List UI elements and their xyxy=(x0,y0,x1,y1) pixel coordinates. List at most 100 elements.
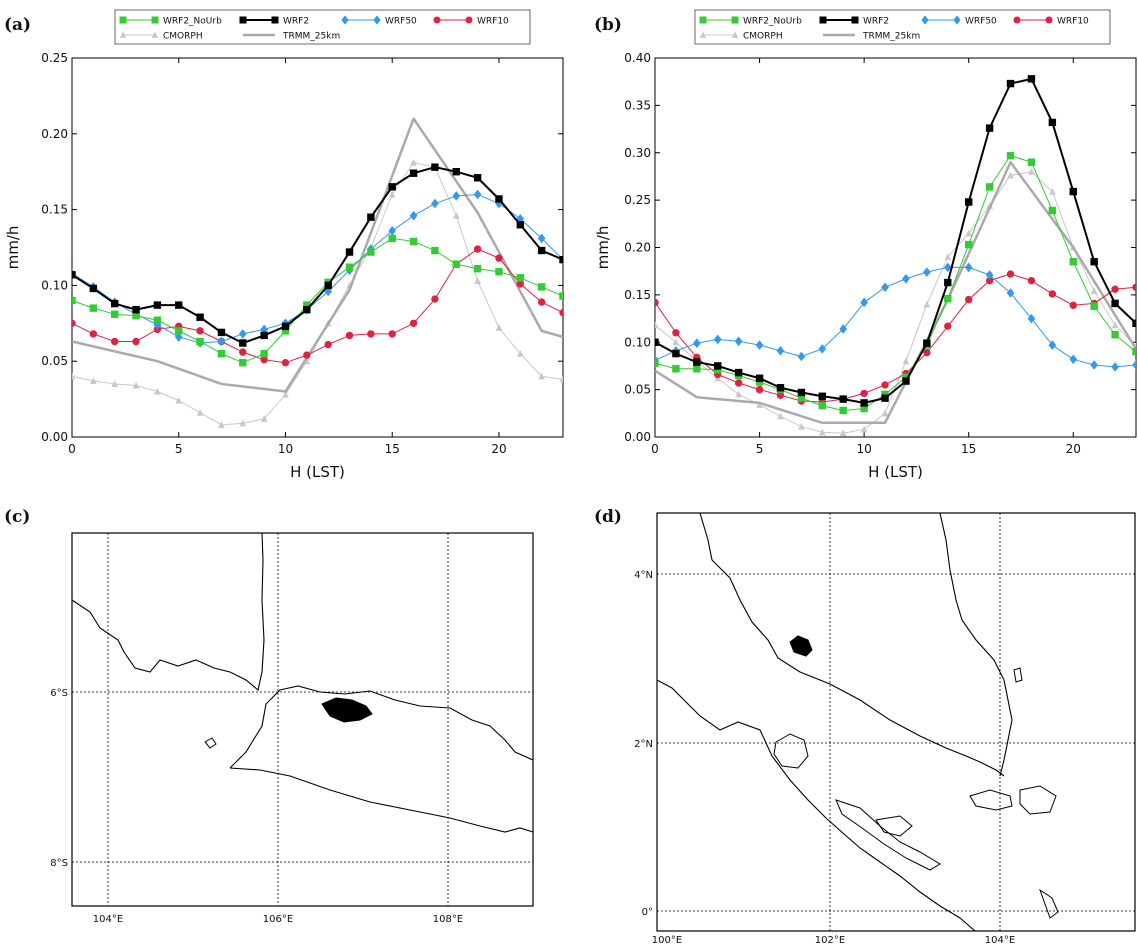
data-point-wrf50 xyxy=(238,329,247,339)
map-c-island xyxy=(204,737,217,749)
data-point-wrf2-nourb xyxy=(239,359,247,367)
data-point-wrf10 xyxy=(196,327,204,335)
map-d-island xyxy=(875,815,913,837)
data-point-wrf2 xyxy=(655,338,659,346)
data-point-wrf50 xyxy=(713,334,722,345)
data-point-wrf10 xyxy=(516,280,525,288)
data-point-wrf50 xyxy=(839,324,848,334)
data-point-wrf2-nourb xyxy=(985,183,994,191)
data-point-wrf50 xyxy=(217,336,226,347)
legend-marker-wrf2-nourb xyxy=(731,16,739,24)
map-d-coast-peninsula-east xyxy=(939,512,1013,777)
data-point-wrf2 xyxy=(1132,319,1136,328)
data-point-wrf10 xyxy=(655,298,659,307)
data-point-wrf50 xyxy=(1048,340,1057,350)
data-point-cmorph xyxy=(196,409,204,416)
data-point-wrf10 xyxy=(409,319,418,327)
data-point-wrf2-nourb xyxy=(217,349,226,358)
data-point-wrf2 xyxy=(818,392,827,400)
map-d-island xyxy=(835,799,941,871)
x-tick-label: 0 xyxy=(68,442,76,456)
data-point-wrf2-nourb xyxy=(72,296,76,305)
y-tick-label: 0.05 xyxy=(41,354,68,368)
legend-marker-cmorph xyxy=(119,31,127,38)
legend-label-trmm-25km: TRMM_25km xyxy=(282,32,340,42)
data-point-wrf10 xyxy=(473,245,482,253)
y-tick-label: 0.05 xyxy=(624,383,651,397)
data-point-cmorph xyxy=(452,211,460,219)
x-tick-label: 15 xyxy=(385,442,400,456)
data-point-wrf2-nourb xyxy=(110,310,119,318)
data-point-wrf10 xyxy=(260,355,268,364)
plot-frame xyxy=(654,57,1137,438)
data-point-wrf50 xyxy=(1006,288,1015,298)
data-point-cmorph xyxy=(132,381,140,389)
data-point-wrf2-nourb xyxy=(818,402,827,410)
map-d-lat-tick: 4°N xyxy=(634,570,653,581)
data-point-wrf10 xyxy=(1027,276,1036,285)
map-c: 6°S 8°S 104°E 106°E 108°E xyxy=(50,532,534,925)
legend-frame xyxy=(114,9,531,45)
map-d-lat-tick: 0° xyxy=(642,907,653,918)
data-point-wrf2 xyxy=(734,368,743,377)
data-point-cmorph xyxy=(1111,321,1119,329)
data-point-cmorph xyxy=(410,158,417,166)
series-line-cmorph xyxy=(655,171,1136,434)
data-point-wrf2 xyxy=(714,362,722,370)
data-point-cmorph xyxy=(655,321,659,329)
data-point-wrf10 xyxy=(860,389,868,398)
legend-label-wrf2-nourb: WRF2_NoUrb xyxy=(743,17,802,27)
legend-label-cmorph: CMORPH xyxy=(163,32,203,42)
x-axis-label: H (LST) xyxy=(868,463,923,481)
y-tick-label: 0.25 xyxy=(41,51,68,65)
data-point-wrf2-nourb xyxy=(473,265,482,273)
data-point-cmorph xyxy=(260,415,268,422)
chart-a: 0.00 0.05 0.10 0.15 0.20 0.25 0 5 10 15 20 H (LST) m… xyxy=(4,9,564,481)
data-point-wrf2 xyxy=(431,163,439,171)
panel-label-d: (d) xyxy=(594,507,622,527)
y-tick-label: 0.30 xyxy=(624,146,651,160)
data-point-wrf2-nourb xyxy=(537,283,546,291)
legend-label-wrf2: WRF2 xyxy=(283,17,309,27)
legend-label-cmorph: CMORPH xyxy=(743,32,783,42)
legend-marker-wrf2-nourb xyxy=(151,16,159,24)
map-c-frame xyxy=(71,532,534,907)
data-point-wrf2 xyxy=(1048,118,1057,127)
data-point-wrf50 xyxy=(174,332,183,342)
data-point-cmorph xyxy=(860,425,868,433)
data-point-wrf2 xyxy=(964,198,973,206)
map-d-lon-tick: 104°E xyxy=(985,935,1015,946)
data-point-wrf2 xyxy=(367,213,375,221)
data-point-wrf10 xyxy=(559,308,563,317)
data-point-wrf2-nourb xyxy=(175,327,183,335)
data-point-cmorph xyxy=(72,372,76,380)
legend-label-wrf10: WRF10 xyxy=(477,17,509,27)
data-point-wrf2 xyxy=(1111,299,1119,308)
data-point-wrf50 xyxy=(776,345,785,356)
data-point-wrf50 xyxy=(1090,360,1099,370)
data-point-wrf10 xyxy=(281,359,290,367)
data-point-cmorph xyxy=(839,429,847,437)
data-point-wrf2-nourb xyxy=(516,274,525,282)
x-axis-label: H (LST) xyxy=(290,463,345,481)
data-point-wrf2-nourb xyxy=(153,316,162,324)
data-point-cmorph xyxy=(495,324,503,331)
data-point-wrf2 xyxy=(495,195,503,203)
map-c-coast-java-north xyxy=(229,685,534,769)
data-point-wrf2 xyxy=(239,339,247,347)
legend-marker-cmorph xyxy=(731,31,739,38)
data-point-wrf2 xyxy=(516,221,525,229)
legend-marker-wrf2 xyxy=(819,16,827,24)
data-point-wrf2-nourb xyxy=(964,240,973,249)
data-point-wrf50 xyxy=(473,189,482,200)
data-point-wrf2-nourb xyxy=(1132,348,1136,356)
map-d-coast-sumatra xyxy=(656,679,976,932)
data-point-wrf2-nourb xyxy=(1027,158,1036,166)
data-point-wrf2-nourb xyxy=(431,246,439,255)
map-d-coast-peninsula-west xyxy=(699,512,1005,777)
data-point-cmorph xyxy=(672,338,680,346)
x-tick-label: 5 xyxy=(756,442,764,456)
data-point-wrf50 xyxy=(1132,360,1136,370)
map-d: 4°N 2°N 0° 100°E 102°E 104°E xyxy=(634,512,1136,946)
data-point-wrf2 xyxy=(345,248,354,256)
